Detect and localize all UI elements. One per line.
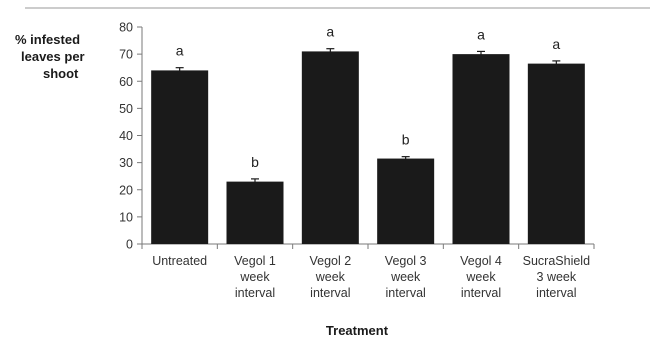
bar [452,54,510,244]
category-label-line: SucraShield [523,254,590,268]
significance-letter: a [552,36,560,52]
error-bar [326,48,335,55]
significance-letter: a [477,26,485,42]
error-bar [552,60,561,67]
error-bar [175,67,184,74]
bar [527,63,585,245]
category-label-line: interval [386,286,426,300]
error-bar [251,178,259,185]
category-label-line: Vegol 1 [234,254,276,268]
bar [226,181,284,244]
y-axis: 0 10 20 30 40 50 60 70 80 [119,21,143,252]
y-axis-label-line-2: leaves per [21,49,85,64]
category-label-line: Untreated [152,254,207,268]
category-labels: Untreated Vegol 1 week interval Vegol 2 week i… [152,254,590,300]
bar [377,158,435,244]
error-bar [401,156,410,161]
significance-letter: a [326,24,334,40]
error-bars [175,48,561,185]
category-label-line: week [390,270,421,284]
y-tick-label: 10 [119,210,133,224]
category-label: Untreated [152,254,207,268]
category-label-line: Vegol 2 [309,254,351,268]
x-axis-label: Treatment [326,323,389,338]
significance-letter: b [402,132,410,148]
y-axis-label-line-1: % infested [15,32,80,47]
category-label-line: week [465,270,496,284]
x-axis [141,243,595,249]
y-tick-label: 30 [119,156,133,170]
bar [151,70,209,245]
category-label-line: 3 week [537,270,577,284]
category-label-line: week [239,270,270,284]
category-label-line: interval [536,286,576,300]
category-label: Vegol 1 week interval [234,254,276,300]
category-label: Vegol 2 week interval [309,254,351,300]
y-tick-label: 50 [119,102,133,116]
significance-letters: a b a b a a [176,24,561,170]
y-tick-label: 70 [119,48,133,62]
y-tick-label: 80 [119,21,133,35]
category-label-line: interval [461,286,501,300]
y-tick-label: 0 [126,238,133,252]
category-label-line: Vegol 3 [385,254,427,268]
y-tick-label: 20 [119,183,133,197]
category-label-line: week [315,270,346,284]
category-label-line: Vegol 4 [460,254,502,268]
y-axis-label-line-3: shoot [43,66,79,81]
y-tick-label: 40 [119,129,133,143]
significance-letter: b [251,154,259,170]
category-label: Vegol 3 week interval [385,254,427,300]
category-label-line: interval [235,286,275,300]
category-label: SucraShield 3 week interval [523,254,590,300]
category-label: Vegol 4 week interval [460,254,502,300]
significance-letter: a [176,43,184,59]
bar [301,51,359,244]
bars [151,51,585,245]
category-label-line: interval [310,286,350,300]
error-bar [477,50,485,57]
y-tick-label: 60 [119,75,133,89]
